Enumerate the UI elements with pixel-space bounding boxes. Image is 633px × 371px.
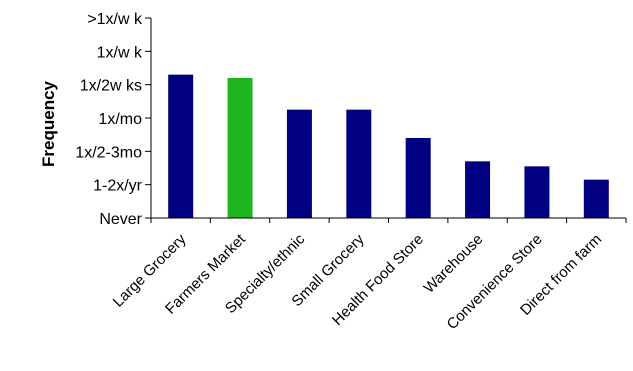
bars <box>168 74 609 219</box>
bar <box>168 74 194 219</box>
bar <box>583 179 609 218</box>
y-axis-ticks: Never 1-2x/yr 1x/2-3mo 1x/mo 1x/2w ks 1x/w k >… <box>75 11 151 228</box>
y-tick-label: >1x/w k <box>87 11 143 28</box>
bar <box>524 166 550 218</box>
bar <box>286 109 312 218</box>
y-tick-label: 1-2x/yr <box>93 178 143 195</box>
y-tick-label: 1x/2-3mo <box>75 144 142 161</box>
bar <box>227 78 253 218</box>
y-tick-label: 1x/mo <box>98 111 142 128</box>
y-tick-label: 1x/w k <box>97 44 143 61</box>
bar <box>405 138 431 218</box>
bar <box>346 109 372 218</box>
y-tick-label: Never <box>99 211 142 228</box>
bar <box>465 161 491 218</box>
y-tick-label: 1x/2w ks <box>80 78 142 95</box>
y-axis-title: Frequency <box>39 80 58 167</box>
axes <box>150 18 627 223</box>
